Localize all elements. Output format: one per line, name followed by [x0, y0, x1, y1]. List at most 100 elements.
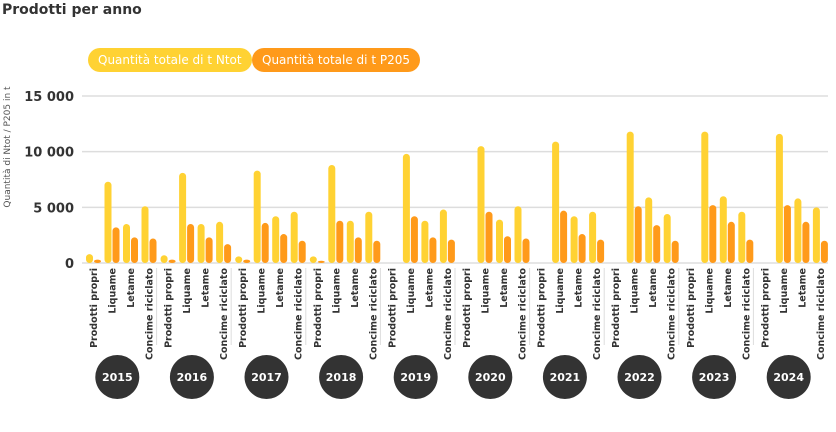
x-tick-label: Liquame [257, 268, 268, 314]
bar-p205 [94, 259, 101, 263]
bar-p205 [131, 237, 138, 263]
bar-p205 [280, 234, 288, 263]
bar-ntot [738, 211, 746, 263]
x-tick-label: Concime riciclato [741, 268, 752, 360]
y-tick-label: 10 000 [24, 146, 74, 161]
year-label: 2016 [177, 371, 208, 384]
x-tick-label: Letame [499, 268, 510, 308]
x-tick-label: Concime riciclato [592, 268, 603, 360]
x-tick-label: Prodotti propri [387, 268, 398, 348]
bar-p205 [205, 237, 213, 263]
bar-ntot [589, 211, 597, 263]
year-badge [617, 355, 662, 399]
bar-p205 [187, 224, 195, 263]
bar-p205 [746, 239, 754, 263]
year-label: 2022 [624, 371, 655, 384]
bar-ntot [477, 146, 485, 263]
x-tick-label: Liquame [630, 268, 641, 314]
year-label: 2021 [550, 371, 581, 384]
bar-ntot [514, 206, 522, 263]
bar-p205 [261, 222, 269, 263]
bar-p205 [820, 240, 828, 263]
x-tick-label: Liquame [481, 268, 492, 314]
bar-p205 [298, 240, 306, 263]
x-tick-label: Letame [424, 268, 435, 308]
x-tick-label: Concime riciclato [219, 268, 230, 360]
bar-ntot [402, 153, 410, 263]
bar-ntot [812, 207, 820, 263]
x-tick-label: Prodotti propri [313, 268, 324, 348]
x-tick-label: Liquame [779, 268, 790, 314]
year-label: 2019 [400, 371, 431, 384]
bar-ntot [701, 131, 709, 263]
bar-ntot [645, 197, 653, 263]
bar-p205 [354, 237, 362, 263]
bar-p205 [802, 221, 810, 263]
bar-p205 [578, 234, 586, 263]
bar-p205 [112, 227, 120, 263]
x-tick-label: Liquame [108, 268, 119, 314]
bar-p205 [149, 238, 157, 263]
bar-ntot [421, 220, 429, 263]
bar-ntot [570, 216, 578, 263]
x-tick-label: Concime riciclato [294, 268, 305, 360]
bar-p205 [224, 244, 232, 263]
legend-ntot[interactable]: Quantità totale di t Ntot [88, 48, 252, 72]
bar-p205 [522, 238, 530, 263]
x-tick-label: Letame [723, 268, 734, 308]
year-badge [244, 355, 289, 399]
year-badge [169, 355, 214, 399]
bar-ntot [104, 181, 112, 263]
x-tick-label: Prodotti propri [537, 268, 548, 348]
bar-p205 [709, 205, 717, 263]
year-badge [692, 355, 737, 399]
bar-ntot [439, 209, 447, 263]
bar-ntot [309, 256, 317, 263]
x-tick-label: Prodotti propri [611, 268, 622, 348]
bar-p205 [243, 259, 251, 263]
bar-ntot [794, 198, 802, 263]
x-tick-label: Liquame [182, 268, 193, 314]
year-label: 2015 [102, 371, 133, 384]
bar-ntot [775, 133, 783, 263]
bar-p205 [336, 220, 344, 263]
bar-ntot [216, 221, 224, 263]
bar-ntot [235, 256, 243, 263]
x-tick-label: Prodotti propri [686, 268, 697, 348]
bar-p205 [410, 216, 418, 263]
x-tick-label: Letame [797, 268, 808, 308]
x-tick-label: Prodotti propri [164, 268, 175, 348]
bar-p205 [504, 236, 511, 263]
bar-p205 [485, 211, 493, 263]
x-tick-label: Liquame [555, 268, 566, 314]
bar-ntot [626, 131, 634, 263]
x-tick-label: Prodotti propri [462, 268, 473, 348]
bar-ntot [272, 216, 280, 263]
y-tick-label: 0 [65, 257, 74, 272]
bar-p205 [783, 205, 791, 263]
y-tick-label: 5 000 [33, 201, 74, 216]
bar-p205 [168, 259, 176, 263]
bar-p205 [317, 260, 325, 263]
x-tick-label: Letame [126, 268, 137, 308]
bar-p205 [727, 221, 735, 263]
year-badge [766, 355, 811, 399]
x-tick-label: Concime riciclato [518, 268, 529, 360]
bar-p205 [597, 239, 605, 263]
bar-ntot [197, 224, 205, 263]
year-badge [468, 355, 513, 399]
bar-ntot [179, 172, 187, 263]
year-label: 2024 [773, 371, 804, 384]
bar-ntot [290, 211, 298, 263]
chart-title: Prodotti per anno [2, 2, 142, 18]
bar-p205 [373, 240, 381, 263]
bar-ntot [253, 170, 261, 263]
y-tick-label: 15 000 [24, 90, 74, 105]
year-label: 2023 [699, 371, 730, 384]
bar-ntot [496, 219, 503, 263]
bar-ntot [123, 224, 130, 263]
x-tick-label: Letame [201, 268, 212, 308]
legend-p205[interactable]: Quantità totale di t P205 [252, 48, 420, 72]
